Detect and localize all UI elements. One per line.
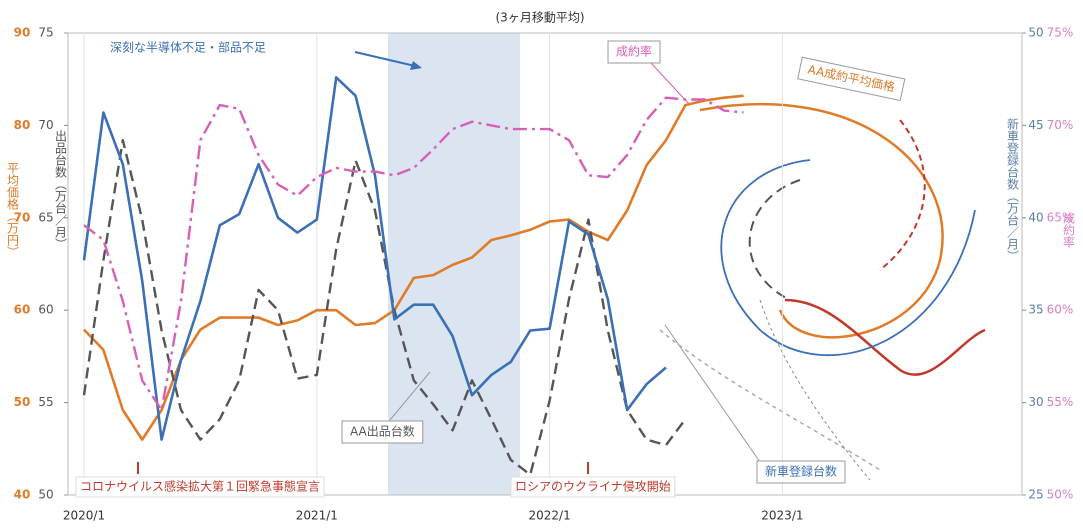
- y-tick-label: 80: [14, 118, 31, 132]
- series-label: 成約率: [616, 44, 652, 59]
- callout-line: [649, 61, 691, 106]
- callout-box: [797, 56, 906, 102]
- annotation-arrow: [354, 51, 416, 67]
- y-tick-label: 25: [1028, 488, 1043, 502]
- callout-line: [389, 371, 431, 421]
- y-tick-label: 90: [14, 26, 31, 40]
- axis-title: 新車登録台数（万台／月）: [1006, 117, 1020, 262]
- series-callout: AA出品台数: [341, 420, 424, 444]
- y-tick-label: 65: [38, 210, 53, 224]
- y-tick-label: 65%: [1047, 210, 1074, 224]
- series-callout: 成約率: [607, 40, 661, 64]
- swirl-decoration: [659, 102, 986, 481]
- y-tick-label: 70%: [1047, 118, 1074, 132]
- x-tick-label: 2021/1: [296, 509, 338, 523]
- annotation: 深刻な半導体不足・部品不足: [110, 40, 266, 55]
- y-tick-label: 35: [1028, 303, 1043, 317]
- series-label: AA出品台数: [350, 424, 415, 439]
- x-tick-label: 2023/1: [761, 509, 803, 523]
- series-line: [82, 76, 667, 441]
- y-tick-label: 70: [38, 118, 53, 132]
- series-label: 新車登録台数: [765, 464, 837, 479]
- series-callout: AA成約平均価格: [797, 56, 906, 102]
- callout-box: [756, 460, 846, 484]
- callout-box: [341, 420, 424, 444]
- y-tick-label: 45: [1028, 118, 1043, 132]
- y-tick-label: 50: [38, 488, 53, 502]
- y-tick-label: 75%: [1047, 26, 1074, 40]
- y-tick-label: 60%: [1047, 303, 1074, 317]
- y-tick-label: 40: [14, 488, 31, 502]
- y-tick-label: 40: [1028, 210, 1043, 224]
- axis-title: 成約率: [1062, 212, 1076, 248]
- y-tick-label: 50: [1028, 26, 1043, 40]
- x-tick-label: 2022/1: [528, 509, 570, 523]
- chart-subtitle: (3ヶ月移動平均): [496, 11, 585, 25]
- annotation: ロシアのウクライナ侵攻開始: [515, 479, 671, 494]
- y-tick-label: 50%: [1047, 488, 1074, 502]
- x-tick-label: 2020/1: [63, 509, 105, 523]
- annotation: コロナウイルス感染拡大第１回緊急事態宣言: [80, 479, 320, 494]
- y-tick-label: 55: [38, 395, 53, 409]
- y-tick-label: 30: [1028, 395, 1043, 409]
- series-line: [83, 96, 744, 412]
- arrow-head: [410, 61, 422, 70]
- axis-title: 出品台数（万台／月）: [54, 130, 68, 250]
- callout-box: [607, 40, 661, 64]
- series-callout: 新車登録台数: [756, 460, 846, 484]
- y-tick-label: 70: [14, 210, 31, 224]
- y-tick-label: 50: [14, 395, 31, 409]
- y-tick-label: 60: [14, 303, 31, 317]
- y-tick-label: 75: [38, 26, 53, 40]
- series-line: [83, 94, 744, 441]
- annotation-box: [75, 476, 325, 498]
- axis-title: 平均価格（万円）: [6, 162, 20, 258]
- y-tick-label: 60: [38, 303, 53, 317]
- callout-line: [664, 324, 761, 463]
- y-tick-label: 55%: [1047, 395, 1074, 409]
- annotation-box: [510, 476, 676, 498]
